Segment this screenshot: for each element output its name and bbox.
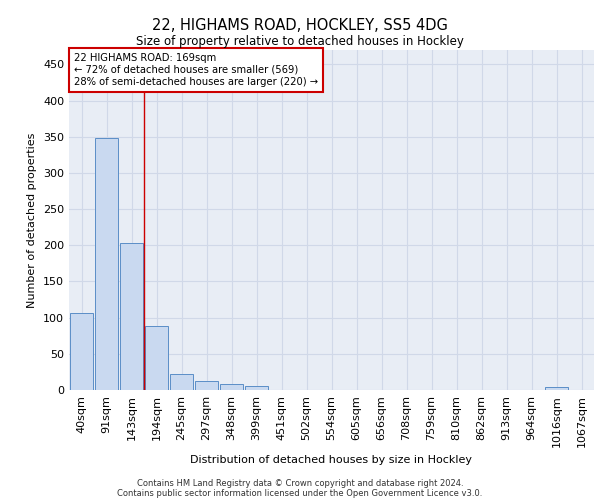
Bar bbox=[170, 374, 193, 390]
Bar bbox=[245, 386, 268, 390]
Bar bbox=[220, 384, 243, 390]
Text: Contains HM Land Registry data © Crown copyright and database right 2024.: Contains HM Land Registry data © Crown c… bbox=[137, 478, 463, 488]
Text: Contains public sector information licensed under the Open Government Licence v3: Contains public sector information licen… bbox=[118, 488, 482, 498]
Bar bbox=[145, 326, 168, 390]
Text: 22 HIGHAMS ROAD: 169sqm
← 72% of detached houses are smaller (569)
28% of semi-d: 22 HIGHAMS ROAD: 169sqm ← 72% of detache… bbox=[74, 54, 319, 86]
Bar bbox=[195, 380, 218, 390]
Bar bbox=[545, 387, 568, 390]
Text: 22, HIGHAMS ROAD, HOCKLEY, SS5 4DG: 22, HIGHAMS ROAD, HOCKLEY, SS5 4DG bbox=[152, 18, 448, 32]
X-axis label: Distribution of detached houses by size in Hockley: Distribution of detached houses by size … bbox=[191, 455, 473, 465]
Bar bbox=[70, 312, 93, 390]
Y-axis label: Number of detached properties: Number of detached properties bbox=[28, 132, 37, 308]
Bar bbox=[120, 243, 143, 390]
Text: Size of property relative to detached houses in Hockley: Size of property relative to detached ho… bbox=[136, 35, 464, 48]
Bar bbox=[95, 138, 118, 390]
